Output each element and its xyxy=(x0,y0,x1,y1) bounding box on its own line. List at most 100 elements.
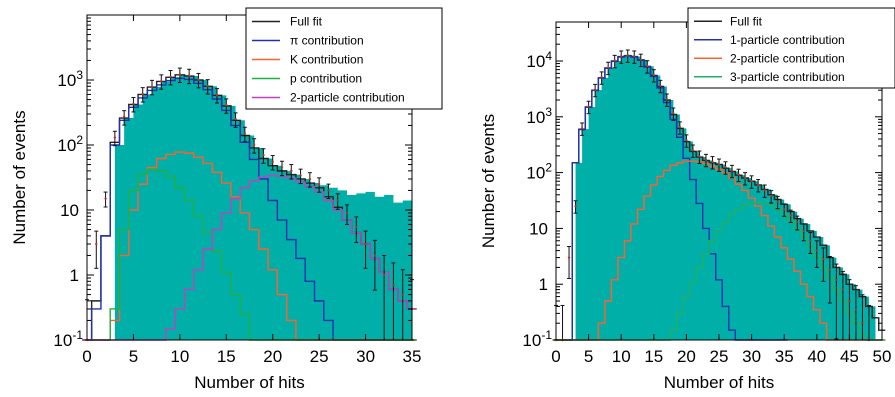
data-point xyxy=(626,54,629,57)
data-point xyxy=(685,139,688,142)
y-tick-label: 10-1 xyxy=(53,328,83,350)
data-point xyxy=(243,132,247,135)
data-point xyxy=(704,158,708,161)
y-axis-label: Number of events xyxy=(10,110,29,244)
legend-entry-label: 1-particle contribution xyxy=(730,33,845,47)
data-point xyxy=(730,169,734,172)
data-point xyxy=(234,117,237,121)
data-point xyxy=(317,182,321,186)
x-tick-label: 25 xyxy=(710,347,729,366)
data-point xyxy=(659,84,662,87)
data-histogram-fill xyxy=(114,74,412,341)
x-tick-label: 5 xyxy=(129,347,138,366)
legend: Full fit π contribution K contribution p co… xyxy=(245,7,443,110)
data-point xyxy=(308,177,312,181)
x-tick-label: 10 xyxy=(170,347,189,366)
data-point xyxy=(132,102,135,106)
data-point xyxy=(737,173,740,176)
y-tick-label: 10-1 xyxy=(522,328,552,350)
data-point xyxy=(639,58,642,61)
x-tick-label: 5 xyxy=(584,347,593,366)
data-point xyxy=(327,189,330,192)
data-point xyxy=(587,105,590,108)
data-point xyxy=(382,273,386,277)
data-point xyxy=(633,55,636,58)
y-tick-label: 102 xyxy=(57,133,83,155)
x-tick-label: 0 xyxy=(82,347,91,366)
legend-box xyxy=(245,7,443,110)
x-tick-label: 30 xyxy=(356,347,375,366)
data-point xyxy=(620,55,623,58)
data-point xyxy=(290,169,293,173)
data-point xyxy=(225,103,228,107)
data-point xyxy=(355,225,358,229)
data-point xyxy=(841,288,845,291)
data-point xyxy=(252,143,256,147)
legend-entry-label: π contribution xyxy=(290,34,364,48)
data-point xyxy=(665,98,669,101)
x-tick-label: 10 xyxy=(612,347,631,366)
data-point xyxy=(828,268,832,272)
data-point xyxy=(567,256,571,259)
data-point xyxy=(672,112,675,115)
data-point xyxy=(698,155,701,158)
data-point xyxy=(646,64,649,68)
legend-entry-label: Full fit xyxy=(290,15,323,29)
data-point xyxy=(160,79,163,83)
data-point xyxy=(678,126,682,129)
data-point xyxy=(756,183,760,187)
x-tick-label: 35 xyxy=(775,347,794,366)
legend-entry-label: 2-particle contribution xyxy=(730,51,845,65)
data-point xyxy=(769,194,773,198)
data-point xyxy=(652,73,655,77)
series-line-1-particle-contribution xyxy=(552,55,788,341)
data-point xyxy=(197,78,200,81)
x-tick-label: 20 xyxy=(263,347,282,366)
x-tick-label: 30 xyxy=(742,347,761,366)
x-tick-label: 25 xyxy=(310,347,329,366)
y-tick-label: 104 xyxy=(526,49,552,71)
y-tick-label: 10 xyxy=(529,219,548,238)
data-point xyxy=(574,204,577,208)
y-tick-label: 103 xyxy=(526,105,552,127)
legend-entry-label: Full fit xyxy=(730,14,763,28)
y-tick-label: 103 xyxy=(57,68,83,90)
data-point xyxy=(262,153,265,157)
legend-entry-label: 2-particle contribution xyxy=(290,91,405,105)
x-tick-label: 20 xyxy=(677,347,696,366)
data-point xyxy=(150,85,154,88)
x-tick-label: 0 xyxy=(551,347,560,366)
data-point xyxy=(345,211,349,215)
data-point xyxy=(364,242,367,246)
data-point xyxy=(206,84,209,88)
data-point xyxy=(113,136,117,139)
y-tick-label: 1 xyxy=(539,275,548,294)
data-point xyxy=(580,127,584,130)
data-point xyxy=(854,308,858,311)
data-point xyxy=(743,176,747,180)
x-axis-label: Number of hits xyxy=(194,373,305,392)
left-chart-panel: 0 5 10 15 20 25 30 35 10-1 1 10 102 103 Number of hit… xyxy=(10,7,443,392)
data-point xyxy=(796,220,799,224)
data-point xyxy=(613,59,616,62)
data-point xyxy=(848,299,851,303)
x-tick-label: 15 xyxy=(644,347,663,366)
right-chart-panel: 0 5 10 15 20 25 30 35 40 45 50 10-1 1 10 102 103 104 Numb… xyxy=(479,7,895,392)
legend-box xyxy=(687,7,895,89)
x-tick-label: 50 xyxy=(873,347,892,366)
data-point xyxy=(401,293,404,296)
data-point xyxy=(861,322,864,325)
data-point xyxy=(141,92,144,96)
data-point xyxy=(593,88,597,91)
data-point xyxy=(822,258,825,261)
x-axis-label: Number of hits xyxy=(664,373,775,392)
data-point xyxy=(104,197,107,200)
x-tick-label: 45 xyxy=(840,347,859,366)
data-point xyxy=(783,208,786,211)
legend-entry-label: K contribution xyxy=(290,53,363,67)
data-point xyxy=(717,163,721,166)
data-point xyxy=(271,160,274,164)
data-point xyxy=(178,73,182,76)
y-axis-label: Number of events xyxy=(479,114,498,248)
